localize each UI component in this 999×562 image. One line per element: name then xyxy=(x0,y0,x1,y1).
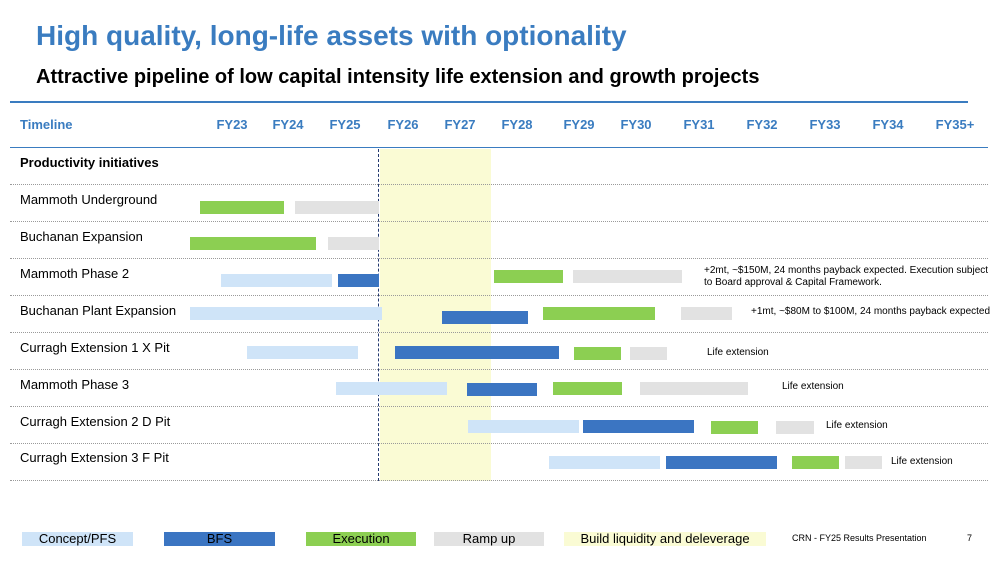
project-note: +1mt, ~$80M to $100M, 24 months payback … xyxy=(751,306,991,317)
page-title: High quality, long-life assets with opti… xyxy=(36,20,627,51)
ramp-up-bar xyxy=(640,382,748,395)
execution-bar xyxy=(190,237,316,250)
row-divider xyxy=(10,443,988,444)
row-divider xyxy=(10,480,988,481)
execution-bar xyxy=(792,456,839,469)
bfs-bar xyxy=(583,420,694,433)
execution-bar xyxy=(574,347,621,360)
row-label: Buchanan Expansion xyxy=(20,229,143,244)
project-note: +2mt, ~$150M, 24 months payback expected… xyxy=(704,265,989,288)
execution-bar xyxy=(543,307,655,320)
year-label: FY33 xyxy=(809,117,841,132)
bfs-bar xyxy=(442,311,528,324)
ramp-up-bar xyxy=(328,237,379,250)
concept-pfs-bar xyxy=(468,420,579,433)
year-label: FY25 xyxy=(329,117,361,132)
ramp-up-bar xyxy=(573,270,682,283)
row-label: Curragh Extension 1 X Pit xyxy=(20,340,170,355)
row-label: Curragh Extension 2 D Pit xyxy=(20,414,171,429)
year-label: FY30 xyxy=(620,117,652,132)
row-label: Mammoth Phase 3 xyxy=(20,377,130,392)
concept-pfs-bar xyxy=(336,382,447,395)
header-divider xyxy=(10,147,988,148)
row-label: Curragh Extension 3 F Pit xyxy=(20,450,169,465)
bfs-bar xyxy=(338,274,379,287)
ramp-up-bar xyxy=(630,347,667,360)
legend-build-liquidity: Build liquidity and deleverage xyxy=(564,532,766,546)
year-label: FY31 xyxy=(683,117,715,132)
ramp-up-bar xyxy=(295,201,379,214)
ramp-up-bar xyxy=(681,307,732,320)
row-divider xyxy=(10,184,988,185)
execution-bar xyxy=(200,201,284,214)
concept-pfs-bar xyxy=(190,307,382,320)
legend-concept-pfs: Concept/PFS xyxy=(22,532,133,546)
title-divider xyxy=(10,101,968,103)
year-label: FY27 xyxy=(444,117,476,132)
year-label: FY28 xyxy=(501,117,533,132)
execution-bar xyxy=(553,382,622,395)
page-number: 7 xyxy=(967,533,973,543)
bfs-bar xyxy=(395,346,559,359)
row-divider xyxy=(10,221,988,222)
row-label: Buchanan Plant Expansion xyxy=(20,303,177,318)
year-label: FY35+ xyxy=(935,117,975,132)
row-divider xyxy=(10,406,988,407)
page-subtitle: Attractive pipeline of low capital inten… xyxy=(36,66,760,88)
year-label: FY23 xyxy=(216,117,248,132)
year-label: FY26 xyxy=(387,117,419,132)
row-label: Mammoth Phase 2 xyxy=(20,266,130,281)
ramp-up-bar xyxy=(776,421,814,434)
row-divider xyxy=(10,258,988,259)
ramp-up-bar xyxy=(845,456,882,469)
execution-bar xyxy=(711,421,758,434)
concept-pfs-bar xyxy=(221,274,332,287)
footer-text: CRN - FY25 Results Presentation xyxy=(792,533,927,543)
year-label: FY34 xyxy=(872,117,904,132)
year-label: FY24 xyxy=(272,117,304,132)
row-divider xyxy=(10,295,988,296)
bfs-bar xyxy=(467,383,537,396)
concept-pfs-bar xyxy=(247,346,358,359)
legend-ramp-up: Ramp up xyxy=(434,532,544,546)
legend-execution: Execution xyxy=(306,532,416,546)
bfs-bar xyxy=(666,456,777,469)
year-label: FY29 xyxy=(563,117,595,132)
row-divider xyxy=(10,332,988,333)
concept-pfs-bar xyxy=(549,456,660,469)
row-divider xyxy=(10,369,988,370)
year-label: FY32 xyxy=(746,117,778,132)
project-note: Life extension xyxy=(826,420,888,431)
execution-bar xyxy=(494,270,563,283)
project-note: Life extension xyxy=(891,456,953,467)
row-label: Mammoth Underground xyxy=(20,192,158,207)
timeline-header: Timeline xyxy=(20,117,73,132)
section-header: Productivity initiatives xyxy=(20,155,159,170)
project-note: Life extension xyxy=(707,347,769,358)
project-note: Life extension xyxy=(782,381,844,392)
legend-bfs: BFS xyxy=(164,532,275,546)
